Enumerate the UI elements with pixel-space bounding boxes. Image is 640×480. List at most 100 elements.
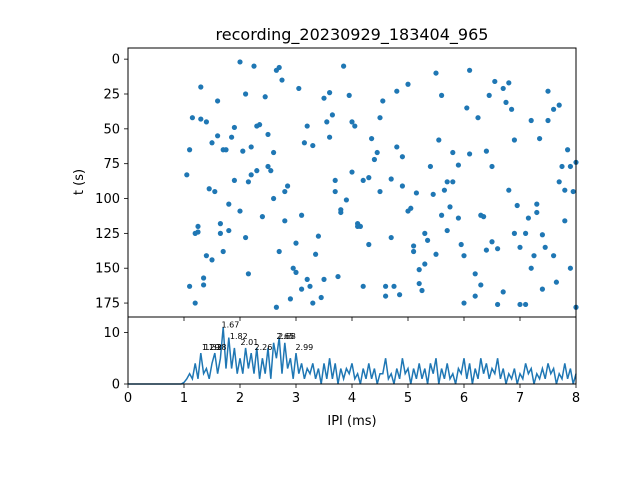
scatter-point bbox=[231, 124, 237, 131]
scatter-point bbox=[366, 241, 372, 248]
scatter-point bbox=[276, 248, 282, 255]
scatter-point bbox=[198, 84, 204, 90]
top-plot-frame bbox=[127, 47, 577, 318]
scatter-point bbox=[307, 283, 313, 289]
scatter-point bbox=[433, 251, 439, 257]
scatter-point bbox=[450, 149, 456, 156]
scatter-point bbox=[399, 154, 405, 160]
scatter-point bbox=[567, 265, 574, 271]
scatter-point bbox=[332, 177, 338, 184]
scatter-point bbox=[217, 221, 223, 227]
scatter-point bbox=[349, 119, 355, 125]
y-tick-label: 100 bbox=[95, 192, 120, 207]
y-tick-label: 175 bbox=[95, 297, 120, 312]
scatter-point bbox=[282, 188, 288, 195]
scatter-point bbox=[562, 187, 568, 193]
scatter-point bbox=[525, 215, 532, 221]
bottom-x-axis-label: IPI (ms) bbox=[327, 414, 376, 429]
scatter-point bbox=[542, 244, 548, 250]
scatter-point bbox=[192, 230, 198, 236]
scatter-point bbox=[447, 204, 453, 210]
scatter-point bbox=[198, 116, 204, 122]
scatter-point bbox=[304, 123, 310, 129]
scatter-point bbox=[388, 234, 394, 241]
scatter-point bbox=[570, 188, 576, 195]
bottom-plot-frame bbox=[127, 316, 577, 385]
scatter-point bbox=[433, 70, 439, 76]
peak-label: 2.99 bbox=[295, 343, 313, 352]
scatter-point bbox=[506, 187, 512, 193]
scatter-point bbox=[374, 149, 380, 156]
scatter-point bbox=[315, 233, 321, 239]
scatter-point bbox=[413, 190, 419, 196]
scatter-point bbox=[397, 292, 403, 298]
scatter-point bbox=[338, 207, 344, 213]
scatter-point bbox=[321, 276, 327, 282]
scatter-point bbox=[341, 63, 347, 69]
scatter-point bbox=[248, 144, 254, 150]
scatter-point bbox=[268, 168, 274, 174]
scatter-point bbox=[327, 134, 333, 140]
scatter-point bbox=[187, 147, 193, 153]
scatter-point bbox=[467, 151, 473, 157]
x-tick-label: 8 bbox=[572, 391, 580, 406]
scatter-point bbox=[243, 234, 249, 241]
scatter-point bbox=[206, 186, 212, 192]
scatter-point bbox=[559, 163, 565, 170]
scatter-point bbox=[229, 134, 235, 140]
peak-label: 1.67 bbox=[222, 320, 240, 329]
scatter-point bbox=[290, 265, 296, 271]
chart-title: recording_20230929_183404_965 bbox=[216, 25, 489, 45]
scatter-point bbox=[425, 237, 431, 243]
scatter-point bbox=[455, 162, 461, 168]
scatter-point bbox=[523, 230, 529, 236]
scatter-point bbox=[475, 115, 481, 121]
scatter-point bbox=[262, 94, 268, 100]
scatter-point bbox=[329, 112, 335, 118]
top-axis-ticks: 0 25 50 75 100 125 150 175 bbox=[95, 53, 577, 321]
scatter-point bbox=[534, 209, 540, 216]
scatter-point bbox=[467, 67, 473, 73]
scatter-point bbox=[441, 187, 447, 193]
scatter-point bbox=[285, 183, 291, 189]
peak-label: 1.29 bbox=[202, 343, 220, 352]
scatter-point bbox=[461, 300, 467, 306]
scatter-point bbox=[539, 232, 546, 238]
scatter-point bbox=[545, 117, 551, 124]
peak-label: 2.01 bbox=[241, 338, 259, 347]
scatter-point bbox=[416, 280, 422, 287]
scatter-point bbox=[243, 91, 249, 97]
x-tick-label: 7 bbox=[516, 391, 524, 406]
scatter-point bbox=[245, 179, 251, 185]
y-tick-label: 10 bbox=[103, 326, 120, 341]
x-tick-label: 0 bbox=[124, 391, 132, 406]
scatter-point bbox=[201, 282, 207, 288]
scatter-point bbox=[346, 92, 352, 98]
scatter-point bbox=[248, 172, 254, 178]
scatter-point bbox=[203, 119, 209, 125]
scatter-point bbox=[366, 175, 372, 181]
scatter-point bbox=[192, 300, 198, 306]
scatter-point bbox=[531, 253, 537, 259]
scatter-point bbox=[335, 273, 341, 280]
scatter-point bbox=[483, 247, 489, 253]
y-tick-label: 125 bbox=[95, 227, 120, 242]
x-tick-label: 6 bbox=[460, 391, 468, 406]
scatter-point bbox=[517, 301, 523, 308]
scatter-point bbox=[189, 115, 195, 121]
scatter-point bbox=[483, 148, 489, 154]
scatter-point bbox=[517, 244, 523, 250]
scatter-point bbox=[209, 140, 215, 146]
scatter-point bbox=[265, 163, 271, 170]
scatter-point bbox=[184, 172, 190, 178]
scatter-point bbox=[299, 286, 305, 292]
y-tick-label: 75 bbox=[103, 157, 120, 172]
peak-label: 1.32 bbox=[204, 343, 222, 352]
scatter-point bbox=[444, 227, 450, 234]
scatter-point bbox=[511, 230, 517, 236]
y-tick-label: 0 bbox=[112, 53, 120, 68]
scatter-point bbox=[411, 243, 417, 249]
scatter-point bbox=[355, 223, 361, 230]
y-tick-label: 25 bbox=[103, 87, 120, 102]
scatter-point bbox=[203, 253, 209, 259]
